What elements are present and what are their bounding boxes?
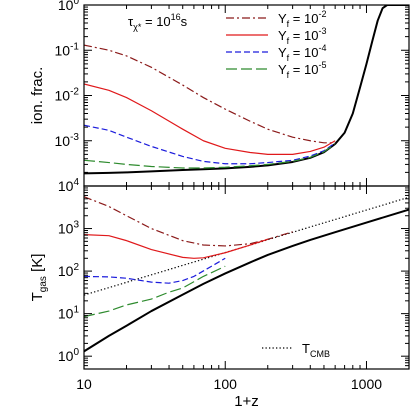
top-y-tick-label: 10-3 — [55, 132, 80, 149]
top-y-tick-base: 10 — [55, 88, 71, 104]
tau-equals: = 10 — [141, 14, 170, 29]
top-series-m3 — [84, 83, 336, 155]
ylabel-symbol: T — [29, 292, 46, 301]
bottom-y-tick-label: 103 — [58, 220, 80, 237]
legend-symbol: Y — [278, 62, 287, 77]
tau-exponent: 16 — [171, 12, 181, 22]
top-y-tick-exp: -3 — [70, 132, 79, 143]
bottom-x-tick-label: 100 — [214, 376, 238, 392]
bottom-x-tick-label: 1000 — [351, 376, 382, 392]
bottom-series-std — [84, 208, 409, 353]
legend-symbol: T — [302, 341, 310, 356]
bottom-frame — [83, 185, 410, 370]
tau-annotation: τχ* = 1016s — [128, 12, 188, 32]
ylabel-subscript: gas — [38, 276, 49, 292]
bottom-series-m2 — [84, 196, 293, 247]
bottom-x-tick-label: 10 — [76, 376, 92, 392]
top-series-m4 — [84, 124, 336, 165]
legend-symbol: Y — [278, 28, 287, 43]
top-y-tick-base: 10 — [58, 0, 74, 13]
top-ticks — [83, 4, 410, 187]
legend-symbol: Y — [278, 11, 287, 26]
bottom-y-tick-exp: 3 — [73, 220, 79, 231]
legend-label-yf-2: Yf = 10-2 — [278, 9, 326, 29]
legend-equals: = 10 — [289, 28, 318, 43]
legend-exponent: -5 — [318, 60, 326, 70]
bottom-y-tick-label: 100 — [58, 347, 80, 364]
top-y-tick-label: 10-1 — [55, 41, 80, 58]
legend-exponent: -4 — [318, 43, 326, 53]
top-y-tick-base: 10 — [55, 42, 71, 58]
bottom-y-tick-exp: 1 — [73, 305, 79, 316]
legend-exponent: -3 — [318, 26, 326, 36]
legend-label-yf-3: Yf = 10-3 — [278, 26, 326, 46]
legend-subscript: f — [287, 53, 290, 63]
legend-subscript: CMB — [310, 349, 330, 359]
tau-symbol: τ — [128, 14, 134, 29]
legend-label-yf-4: Yf = 10-4 — [278, 43, 326, 63]
top-series-m5 — [84, 143, 336, 169]
top-y-tick-label: 100 — [58, 0, 80, 13]
y-axis-label-temperature: Tgas [K] — [29, 254, 49, 302]
top-y-tick-exp: -2 — [70, 87, 79, 98]
bottom-y-tick-base: 10 — [58, 178, 74, 194]
bottom-y-tick-base: 10 — [58, 306, 74, 322]
bottom-y-tick-exp: 2 — [73, 262, 79, 273]
ylabel-unit: [K] — [29, 254, 46, 277]
top-series-m2 — [84, 44, 336, 144]
legend-subscript: f — [287, 36, 290, 46]
bottom-ticks — [83, 185, 410, 370]
bottom-y-tick-label: 101 — [58, 305, 80, 322]
bottom-series-m4 — [84, 257, 226, 284]
bottom-series-cmb — [84, 196, 409, 296]
tau-subscript: χ* — [133, 22, 142, 32]
x-axis-label: 1+z — [234, 393, 259, 410]
bottom-y-tick-base: 10 — [58, 263, 74, 279]
bottom-y-tick-base: 10 — [58, 348, 74, 364]
legend-subscript: f — [287, 19, 290, 29]
bottom-y-tick-label: 102 — [58, 262, 80, 279]
bottom-y-tick-exp: 4 — [73, 177, 79, 188]
bottom-series-group — [84, 196, 409, 353]
legend-equals: = 10 — [289, 45, 318, 60]
bottom-y-tick-exp: 0 — [73, 347, 79, 358]
legend-exponent: -2 — [318, 9, 326, 19]
bottom-series-m5 — [84, 265, 226, 318]
top-series-group — [84, 5, 409, 175]
legend-equals: = 10 — [289, 11, 318, 26]
tau-unit: s — [181, 14, 188, 29]
legend-label-tcmb: TCMB — [302, 341, 330, 359]
legend-subscript: f — [287, 70, 290, 80]
y-axis-label-ionization: ion. frac. — [29, 67, 46, 125]
bottom-series-m3 — [84, 234, 268, 259]
top-y-tick-label: 10-2 — [55, 87, 80, 104]
top-y-tick-exp: 0 — [73, 0, 79, 7]
legend-symbol: Y — [278, 45, 287, 60]
top-y-tick-base: 10 — [55, 133, 71, 149]
bottom-y-tick-base: 10 — [58, 221, 74, 237]
legend-equals: = 10 — [289, 62, 318, 77]
top-frame — [83, 4, 410, 187]
legend-label-yf-5: Yf = 10-5 — [278, 60, 326, 80]
bottom-y-tick-label: 104 — [58, 177, 80, 194]
top-y-tick-exp: -1 — [70, 41, 79, 52]
